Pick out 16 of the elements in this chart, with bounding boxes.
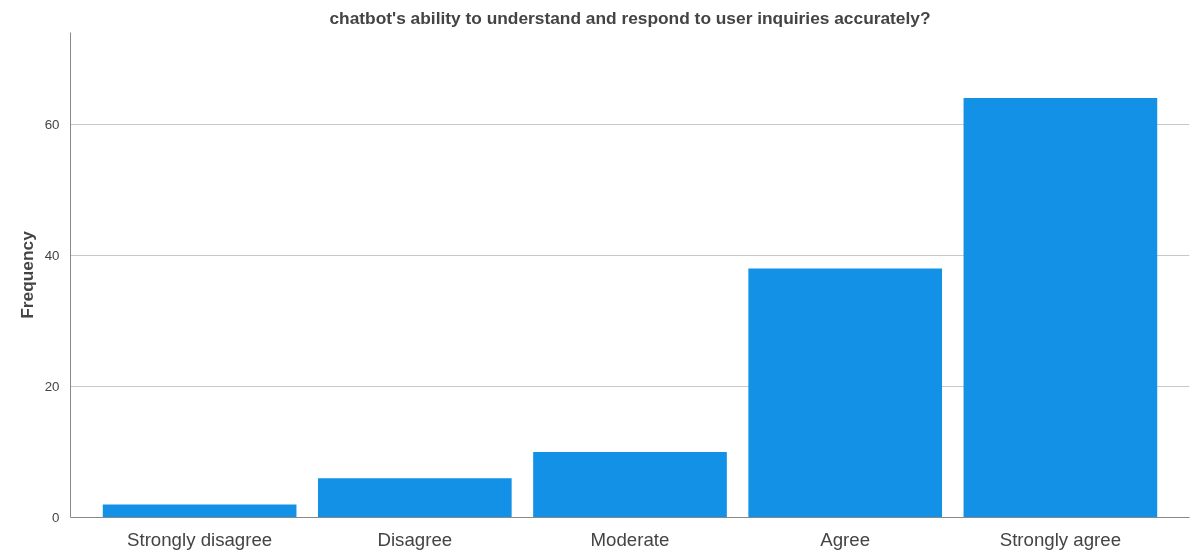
y-tick-label: 0 [52, 510, 60, 525]
y-axis-title: Frequency [16, 230, 37, 319]
chart-title: chatbot's ability to understand and respond to user inquiries accurately? [329, 7, 931, 28]
bar [533, 451, 727, 518]
x-tick-label: Agree [820, 528, 871, 550]
y-tick-label: 40 [44, 247, 60, 263]
x-tick-label: Disagree [377, 528, 453, 550]
bar [748, 268, 943, 518]
y-tick-label: 20 [44, 378, 60, 394]
x-tick-label: Strongly agree [999, 528, 1122, 550]
bar [102, 504, 297, 518]
bar [317, 478, 512, 518]
bar [963, 98, 1158, 518]
x-tick-label: Moderate [590, 528, 670, 550]
x-tick-label: Strongly disagree [127, 528, 273, 550]
y-tick-label: 60 [44, 116, 60, 132]
